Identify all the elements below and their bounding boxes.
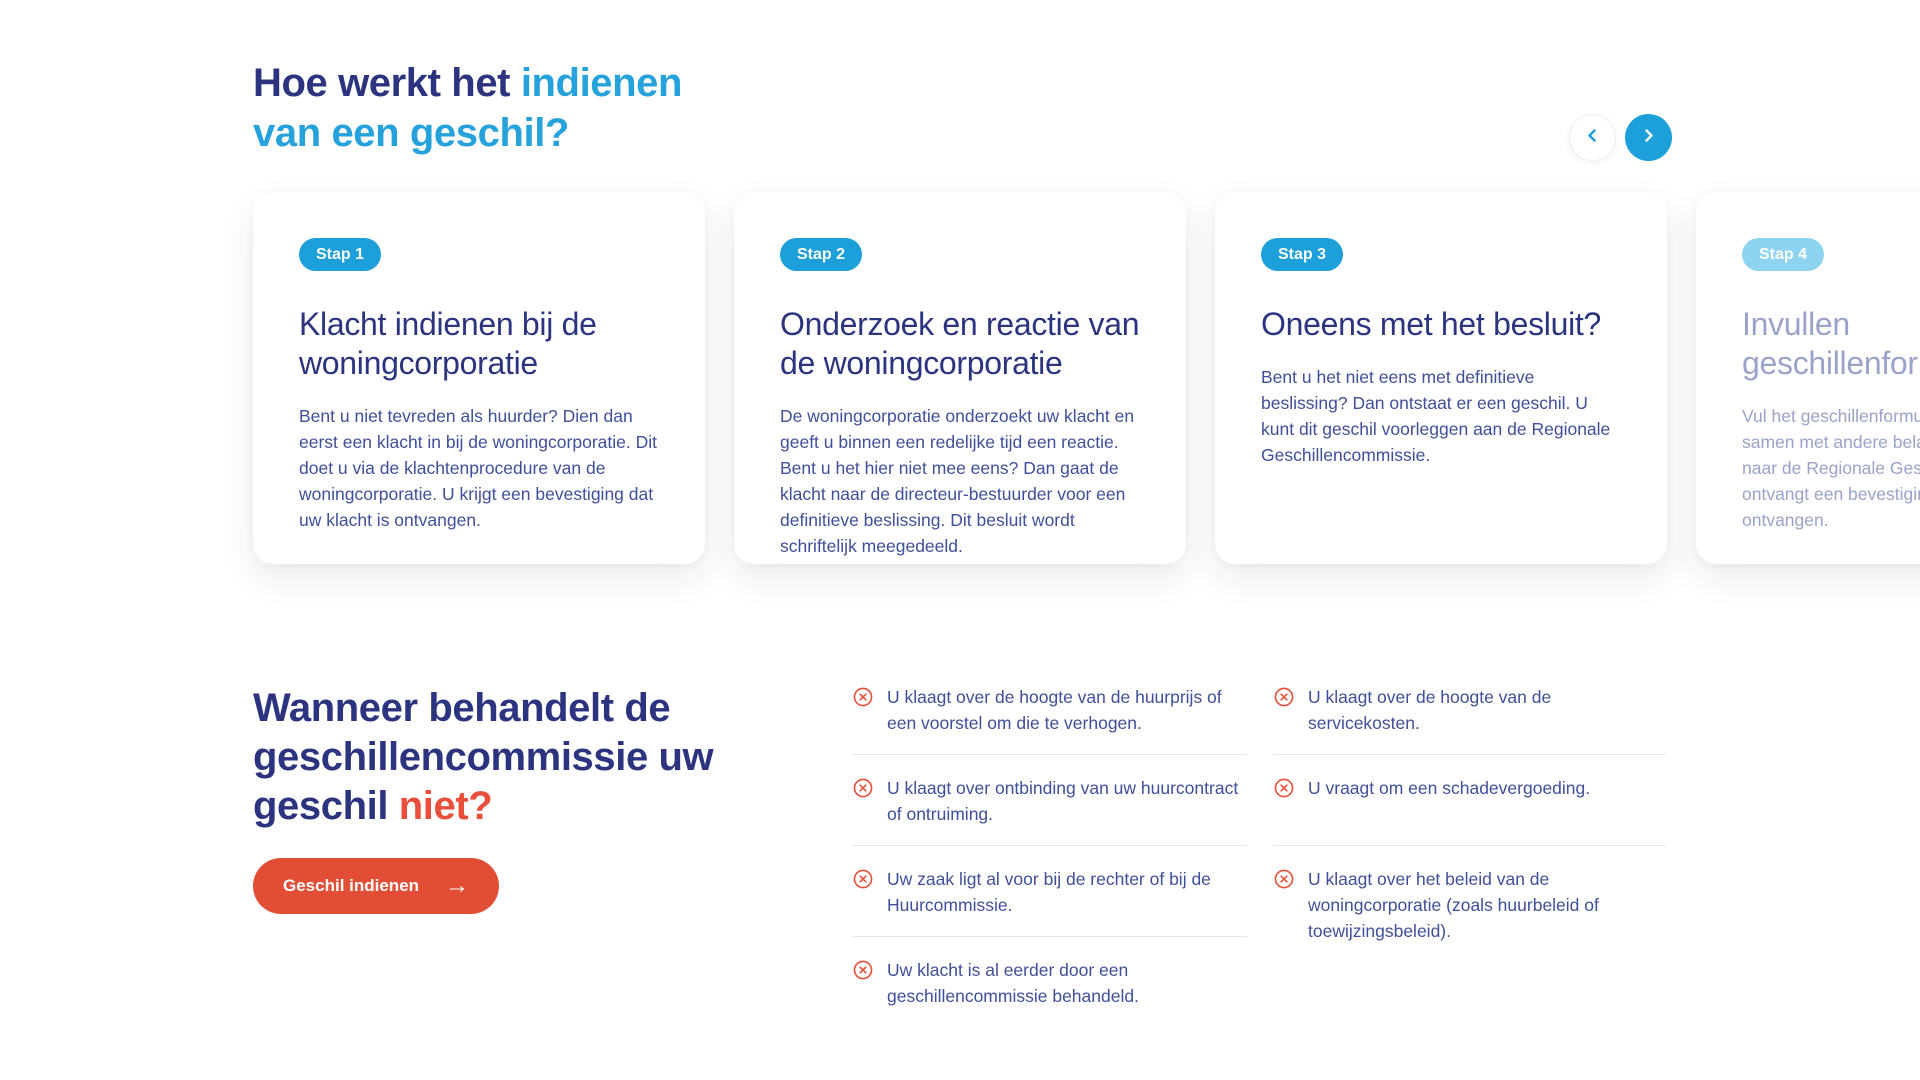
circle-x-icon (853, 869, 873, 894)
step-body: Bent u het niet eens met definitieve bes… (1261, 367, 1611, 465)
carousel-prev-button[interactable] (1569, 114, 1616, 161)
step-title: Klacht indienen bij de woningcorporatie (299, 306, 597, 381)
step-card-1: Stap 1 Klacht indienen bij de woningcorp… (253, 192, 705, 564)
how-title-accent-1: indienen (520, 61, 683, 105)
excluded-item-text: U vraagt om een schadevergoeding. (1308, 778, 1591, 798)
excluded-item: Uw zaak ligt al voor bij de rechter of b… (853, 866, 1247, 937)
step-card-2: Stap 2 Onderzoek en reactie van de wonin… (734, 192, 1186, 564)
not-section-title: Wanneer behandelt de geschillencommissie… (253, 684, 714, 831)
cta-label: Geschil indienen (283, 876, 420, 895)
excluded-item-text: U klaagt over ontbinding van uw huurcont… (887, 778, 1239, 824)
not-title-accent: niet? (398, 784, 493, 828)
chevron-right-icon (1641, 128, 1656, 148)
step-badge: Stap 1 (299, 238, 382, 271)
not-title-line2: geschillencommissie uw (253, 735, 714, 779)
excluded-item: U klaagt over de hoogte van de serviceko… (1274, 684, 1666, 755)
circle-x-icon (1274, 778, 1294, 803)
step-body: Vul het geschillenformulier in en stuur … (1742, 406, 1920, 530)
how-title-accent-2: van een geschil? (253, 111, 569, 155)
step-badge: Stap 2 (780, 238, 863, 271)
not-title-line3: geschil (253, 784, 389, 828)
excluded-list-col1: U klaagt over de hoogte van de huurprijs… (853, 684, 1247, 1028)
how-section-title: Hoe werkt het indienen van een geschil? (253, 58, 682, 158)
geschil-indienen-button[interactable]: Geschil indienen → (253, 858, 500, 914)
excluded-item-text: U klaagt over de hoogte van de serviceko… (1308, 687, 1552, 733)
excluded-item: U klaagt over het beleid van de woningco… (1274, 866, 1666, 944)
excluded-item-text: U klaagt over de hoogte van de huurprijs… (887, 687, 1222, 733)
carousel-next-button[interactable] (1625, 114, 1672, 161)
excluded-item-text: U klaagt over het beleid van de woningco… (1308, 869, 1599, 941)
excluded-item: U klaagt over de hoogte van de huurprijs… (853, 684, 1247, 755)
circle-x-icon (1274, 869, 1294, 894)
steps-carousel: Stap 1 Klacht indienen bij de woningcorp… (253, 192, 1920, 564)
step-body: De woningcorporatie onderzoekt uw klacht… (780, 406, 1135, 556)
excluded-item: U vraagt om een schadevergoeding. (1274, 775, 1666, 846)
step-title: Invullen geschillenformulier (1742, 306, 1920, 381)
carousel-nav (1569, 114, 1672, 161)
circle-x-icon (853, 687, 873, 712)
step-title: Oneens met het besluit? (1261, 306, 1601, 342)
step-body: Bent u niet tevreden als huurder? Dien d… (299, 406, 657, 530)
excluded-item-text: Uw klacht is al eerder door een geschill… (887, 960, 1139, 1006)
not-title-line1: Wanneer behandelt de (253, 686, 671, 730)
step-badge: Stap 4 (1742, 238, 1825, 271)
circle-x-icon (1274, 687, 1294, 712)
how-title-dark: Hoe werkt het (253, 61, 511, 105)
chevron-left-icon (1585, 128, 1600, 148)
excluded-list-col2: U klaagt over de hoogte van de serviceko… (1274, 684, 1666, 944)
arrow-right-icon: → (445, 872, 470, 899)
excluded-item: Uw klacht is al eerder door een geschill… (853, 957, 1247, 1028)
step-title: Onderzoek en reactie van de woningcorpor… (780, 306, 1140, 381)
step-card-4: Stap 4 Invullen geschillenformulier Vul … (1696, 192, 1920, 564)
step-badge: Stap 3 (1261, 238, 1344, 271)
step-card-3: Stap 3 Oneens met het besluit? Bent u he… (1215, 192, 1667, 564)
circle-x-icon (853, 960, 873, 985)
excluded-item-text: Uw zaak ligt al voor bij de rechter of b… (887, 869, 1211, 915)
excluded-item: U klaagt over ontbinding van uw huurcont… (853, 775, 1247, 846)
circle-x-icon (853, 778, 873, 803)
